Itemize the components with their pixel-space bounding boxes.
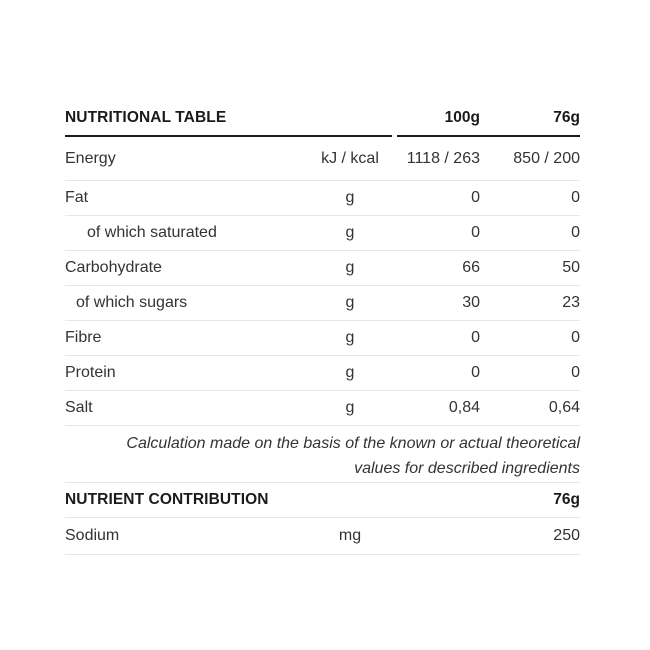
nutrient-contribution-title: NUTRIENT CONTRIBUTION	[65, 491, 269, 508]
row-label: Fat	[65, 189, 89, 206]
row-unit: g	[345, 189, 355, 206]
row-value-76g: 23	[562, 294, 580, 311]
row-label: Sodium	[65, 527, 120, 544]
row-value-76g: 850 / 200	[513, 149, 580, 167]
row-label: of which sugars	[76, 294, 188, 311]
table-row-sugars: of which sugars g 30 23	[65, 286, 580, 321]
row-value-76g: 0	[571, 189, 580, 206]
calculation-note: Calculation made on the basis of the kno…	[65, 426, 580, 483]
row-unit: g	[345, 259, 355, 276]
row-unit: kJ / kcal	[321, 149, 379, 167]
row-value-76g: 50	[562, 259, 580, 276]
table-row-energy: Energy kJ / kcal 1118 / 263 850 / 200	[65, 137, 580, 181]
row-value-76g: 0	[571, 224, 580, 241]
header-rule	[65, 135, 580, 137]
table-row-salt: Salt g 0,84 0,64	[65, 391, 580, 426]
table-row-fibre: Fibre g 0 0	[65, 321, 580, 356]
row-unit: g	[345, 224, 355, 241]
row-value-76g: 250	[553, 527, 580, 544]
row-value-100g: 1118 / 263	[406, 149, 480, 167]
row-label: Carbohydrate	[65, 259, 162, 276]
calculation-note-line1: Calculation made on the basis of the kno…	[126, 435, 580, 452]
nutrition-facts-panel: NUTRITIONAL TABLE 100g 76g Energy kJ / k…	[65, 100, 580, 555]
nutritional-table-title: NUTRITIONAL TABLE	[65, 108, 227, 126]
row-unit: mg	[338, 527, 362, 544]
nutrient-contribution-header-row: NUTRIENT CONTRIBUTION 76g	[65, 483, 580, 518]
column-header-76g: 76g	[553, 108, 580, 126]
row-unit: g	[345, 399, 355, 416]
table-row-saturated: of which saturated g 0 0	[65, 216, 580, 251]
row-value-76g: 0	[571, 329, 580, 346]
table-row-protein: Protein g 0 0	[65, 356, 580, 391]
row-value-100g: 0	[471, 364, 480, 381]
row-value-76g: 0,64	[548, 399, 580, 416]
header-rule-left-segment	[65, 135, 392, 137]
row-label: Protein	[65, 364, 116, 381]
row-value-100g: 0	[471, 224, 480, 241]
table-row-sodium: Sodium mg 250	[65, 518, 580, 555]
row-label: Salt	[65, 399, 93, 416]
row-unit: g	[345, 294, 355, 311]
row-unit: g	[345, 364, 355, 381]
row-label: of which saturated	[87, 224, 217, 241]
row-value-100g: 0	[471, 329, 480, 346]
row-value-100g: 66	[462, 259, 480, 276]
row-value-100g: 0,84	[448, 399, 480, 416]
header-rule-right-segment	[397, 135, 580, 137]
row-value-100g: 30	[462, 294, 480, 311]
column-header-100g: 100g	[444, 108, 480, 126]
nutritional-table-header-row: NUTRITIONAL TABLE 100g 76g	[65, 100, 580, 135]
row-value-76g: 0	[571, 364, 580, 381]
calculation-note-line2: values for described ingredients	[354, 460, 580, 477]
row-label: Fibre	[65, 329, 102, 346]
row-value-100g: 0	[471, 189, 480, 206]
row-label: Energy	[65, 149, 116, 167]
table-row-fat: Fat g 0 0	[65, 181, 580, 216]
nutrient-contribution-column-header-76g: 76g	[553, 491, 580, 508]
row-unit: g	[345, 329, 355, 346]
table-row-carbohydrate: Carbohydrate g 66 50	[65, 251, 580, 286]
